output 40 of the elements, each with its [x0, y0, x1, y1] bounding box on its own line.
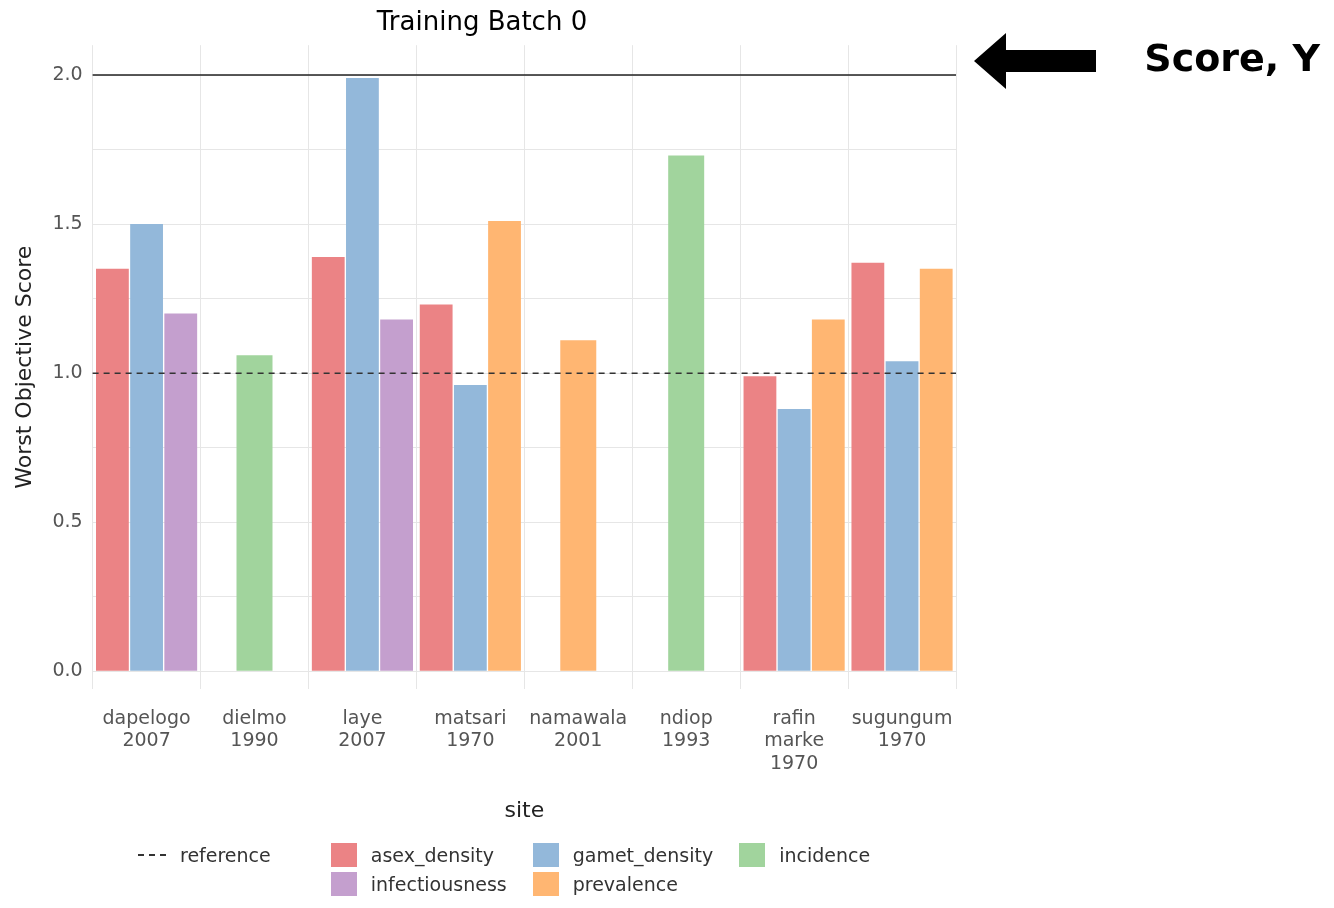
x-tick-label: matsari 1970: [434, 705, 507, 751]
bar: [380, 319, 413, 671]
x-tick-label: dielmo 1990: [222, 705, 287, 751]
text: Score, Y: [1144, 36, 1321, 81]
legend-label: reference: [180, 843, 271, 866]
bar: [777, 408, 811, 671]
bar: [851, 262, 885, 671]
bar: [130, 224, 163, 671]
x-tick-label: laye 2007: [338, 705, 387, 751]
x-tick-label: sugungum 1970: [851, 705, 953, 751]
x-tick-label: rafin marke 1970: [764, 705, 825, 774]
x-tick-label: namawala 2001: [529, 705, 628, 751]
x-axis-title: site: [504, 796, 545, 822]
bar: [743, 376, 777, 671]
bar: [96, 268, 129, 671]
chart-title: Training Batch 0: [375, 6, 588, 37]
bar: [311, 256, 345, 671]
bar: [811, 319, 845, 671]
bar: [453, 385, 487, 671]
y-tick-label: 1.5: [52, 211, 83, 234]
bar: [668, 155, 705, 671]
y-tick-label: 0.5: [52, 509, 83, 532]
y-axis-title: Worst Objective Score: [10, 245, 36, 489]
x-tick-label: ndiop 1993: [659, 705, 713, 751]
y-tick-label: 1.0: [52, 360, 83, 383]
y-tick-label: 0.0: [52, 658, 83, 681]
legend-label: infectiousness: [370, 872, 507, 895]
x-tick-label: dapelogo 2007: [102, 705, 191, 751]
y-tick-label: 2.0: [52, 61, 83, 84]
bar: [164, 313, 198, 671]
legend-label: incidence: [779, 843, 871, 866]
bar: [885, 361, 919, 671]
bar: [488, 221, 521, 671]
legend-label: gamet_density: [572, 843, 714, 866]
bar: [919, 268, 953, 671]
legend-label: asex_density: [370, 843, 495, 866]
bar: [236, 355, 273, 671]
legend-label: prevalence: [572, 872, 678, 895]
bar: [419, 304, 453, 671]
bar: [346, 78, 379, 671]
